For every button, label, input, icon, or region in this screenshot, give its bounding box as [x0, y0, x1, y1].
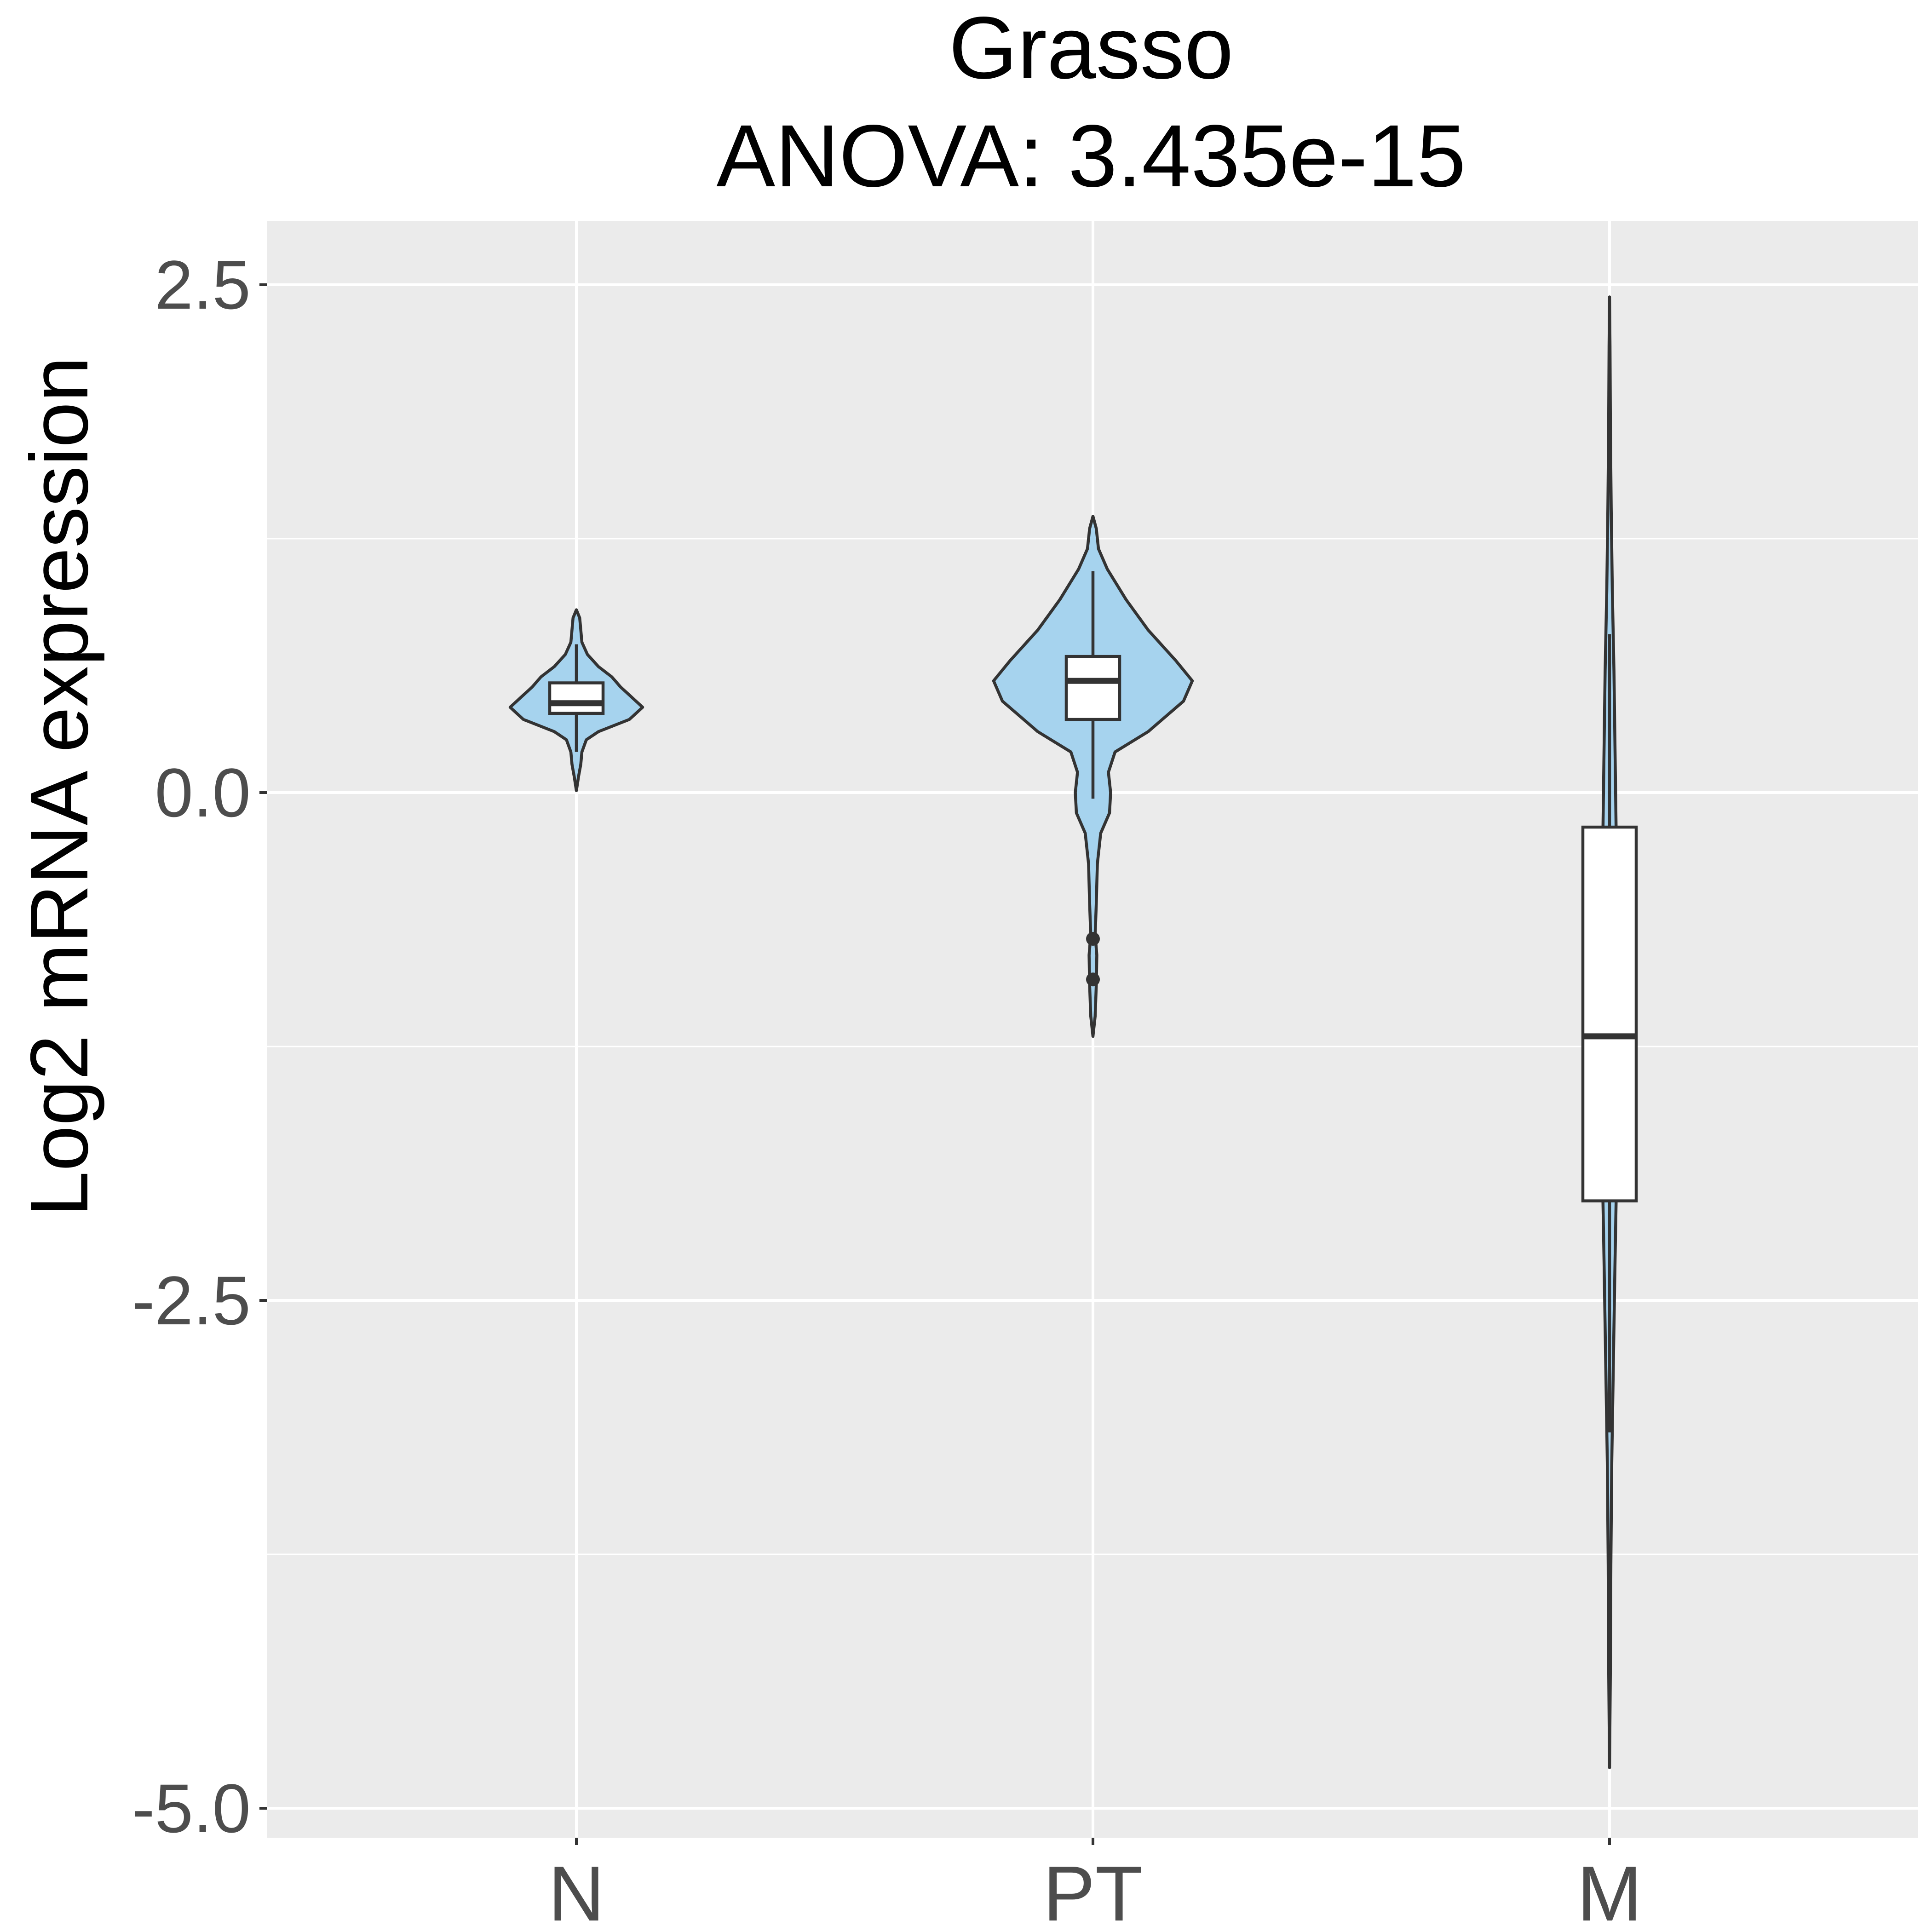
y-axis: 2.5 0.0 -2.5 -5.0 — [132, 246, 267, 1847]
y-tick-label: 0.0 — [155, 754, 251, 831]
box-iqr — [548, 681, 605, 715]
boxplot-n — [548, 644, 605, 752]
boxplot-pt — [1064, 571, 1121, 987]
x-tick-label: PT — [1043, 1850, 1143, 1932]
outlier-point — [1086, 972, 1100, 987]
y-tick-label: -5.0 — [132, 1770, 251, 1847]
x-tick-label: M — [1577, 1850, 1642, 1932]
y-axis-title: Log2 mRNA expression — [13, 356, 105, 1217]
y-tick-label: 2.5 — [155, 246, 251, 323]
box-iqr — [1581, 825, 1638, 1202]
boxplots — [548, 571, 1638, 1433]
x-tick-label: N — [548, 1850, 605, 1932]
x-axis: N PT M — [548, 1838, 1642, 1932]
y-tick-label: -2.5 — [132, 1262, 251, 1339]
boxplot-m — [1581, 634, 1638, 1433]
chart-subtitle: ANOVA: 3.435e-15 — [716, 106, 1466, 205]
chart-title: Grasso — [949, 0, 1234, 97]
box-iqr — [1064, 655, 1121, 721]
outlier-point — [1086, 932, 1100, 946]
